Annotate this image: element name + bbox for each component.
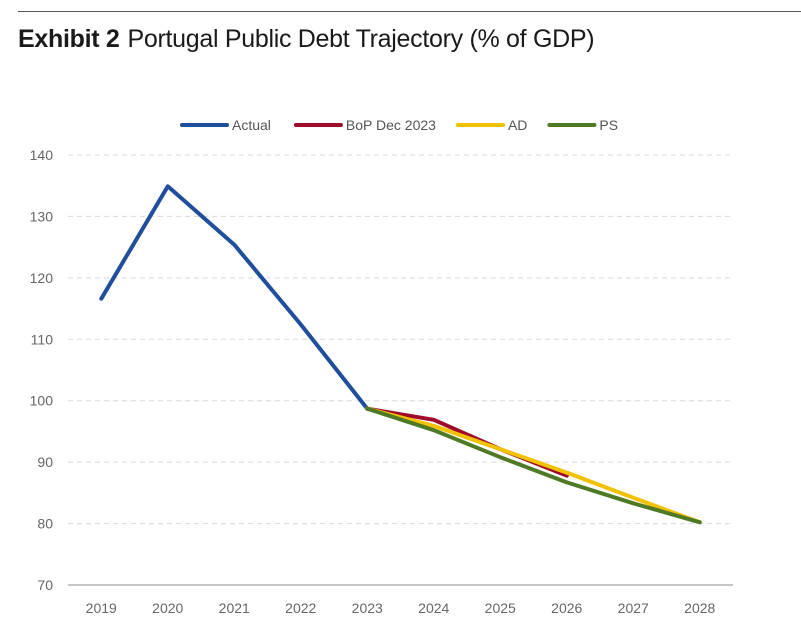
- exhibit-label: Exhibit 2: [18, 25, 120, 53]
- axis-layer: 70 80 90 100 110 120 130 140 2019 2020 2021 2022 202…: [30, 147, 733, 616]
- series-line-ps: [365, 406, 702, 525]
- legend-label: Actual: [232, 117, 271, 133]
- x-tick-label: 2022: [285, 600, 316, 616]
- x-tick-label: 2019: [86, 600, 117, 616]
- legend-item-ps: PS: [547, 117, 618, 133]
- series-layer: [99, 184, 702, 525]
- y-tick-label: 120: [30, 270, 54, 286]
- y-tick-label: 110: [31, 331, 54, 347]
- x-tick-label: 2025: [485, 600, 516, 616]
- x-tick-label: 2028: [684, 600, 715, 616]
- legend-item-bop-dec-2023: BoP Dec 2023: [293, 117, 436, 133]
- top-rule: [18, 11, 801, 12]
- legend: Actual BoP Dec 2023 AD PS: [180, 117, 618, 133]
- series-line-actual: [99, 184, 370, 411]
- y-tick-label: 90: [37, 454, 53, 470]
- x-tick-label: 2020: [152, 600, 183, 616]
- legend-label: BoP Dec 2023: [346, 117, 436, 133]
- legend-item-actual: Actual: [180, 117, 271, 133]
- x-tick-label: 2023: [352, 600, 383, 616]
- x-tick-label: 2026: [551, 600, 582, 616]
- chart-title: Portugal Public Debt Trajectory (% of GD…: [127, 25, 595, 53]
- x-tick-label: 2027: [618, 600, 649, 616]
- legend-label: PS: [599, 117, 618, 133]
- series-line-ad: [365, 406, 702, 525]
- y-tick-label: 140: [30, 147, 54, 163]
- exhibit-title: Exhibit 2 Portugal Public Debt Trajectory…: [18, 24, 595, 54]
- y-tick-label: 80: [37, 516, 53, 532]
- x-tick-label: 2024: [418, 600, 449, 616]
- y-tick-label: 100: [30, 393, 54, 409]
- grid-layer: [68, 154, 733, 525]
- y-tick-label: 130: [30, 208, 54, 224]
- y-tick-label: 70: [37, 577, 53, 593]
- legend-label: AD: [508, 117, 527, 133]
- legend-item-ad: AD: [455, 117, 527, 133]
- x-tick-label: 2021: [219, 600, 250, 616]
